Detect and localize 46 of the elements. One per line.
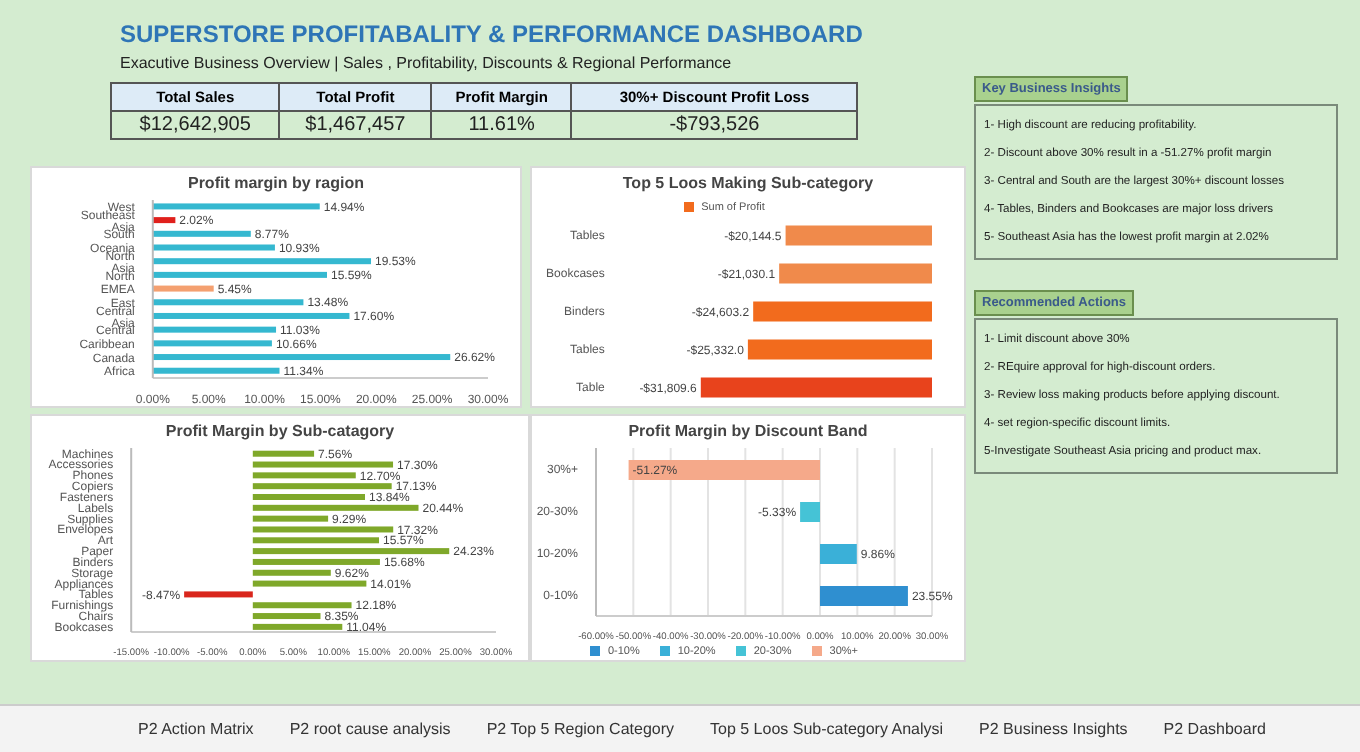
- bar: [252, 537, 380, 544]
- bar: [252, 450, 315, 457]
- text: P2 Business Insights: [977, 720, 1130, 738]
- bar: [152, 244, 275, 251]
- bar: [252, 569, 331, 576]
- chart-title: Profit Margin by Discount Band: [626, 420, 870, 444]
- bar: [152, 271, 327, 278]
- bar: [252, 526, 394, 533]
- bar: [252, 558, 380, 565]
- bar: [152, 285, 214, 292]
- chart-title: Top 5 Loos Making Sub-category: [620, 172, 876, 196]
- bar: [252, 483, 392, 490]
- bar: [152, 367, 280, 374]
- chart-title: Profit Margin by Sub-catagory: [163, 420, 397, 444]
- bar: [252, 504, 419, 511]
- bar: [152, 340, 272, 347]
- text: P2 Top 5 Region Category: [484, 720, 677, 738]
- bar: [152, 230, 251, 237]
- chart-title: Profit margin by ragion: [185, 172, 366, 196]
- text: P2 root cause analysis: [287, 720, 453, 738]
- bar: [252, 623, 343, 630]
- text: P2 Action Matrix: [136, 720, 256, 738]
- bar: [252, 515, 329, 522]
- bar: [252, 472, 356, 479]
- bar: [152, 217, 176, 224]
- bar: [152, 203, 320, 210]
- text: -$793,526: [669, 114, 760, 136]
- bar: [152, 312, 350, 319]
- text: 11.61%: [468, 114, 535, 136]
- text: Exacutive Business Overview | Sales , Profitability, Discounts & Regional Performance: [120, 54, 734, 72]
- bar: [152, 354, 451, 361]
- bar: [184, 591, 253, 598]
- text: $12,642,905: [139, 114, 251, 136]
- bar: [152, 258, 372, 265]
- bar: [252, 494, 365, 500]
- bar: [252, 613, 321, 620]
- text: SUPERSTORE PROFITABALITY & PERFORMANCE DASHBOARD: [120, 20, 865, 48]
- text: P2 Dashboard: [1161, 720, 1268, 738]
- text: Top 5 Loos Sub-category Analysi: [708, 720, 946, 738]
- bar: [252, 548, 450, 555]
- bar: [152, 326, 277, 333]
- text: $1,467,457: [305, 114, 406, 136]
- bar: [252, 461, 394, 468]
- bar: [152, 299, 304, 306]
- bar: [252, 580, 367, 587]
- bar: [252, 602, 352, 609]
